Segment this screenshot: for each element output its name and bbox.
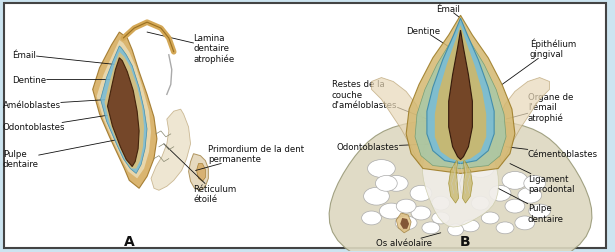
Text: Dentine: Dentine: [406, 26, 451, 49]
Ellipse shape: [432, 212, 450, 224]
Ellipse shape: [496, 222, 514, 234]
Ellipse shape: [362, 211, 381, 225]
Polygon shape: [495, 78, 550, 164]
Ellipse shape: [518, 187, 542, 203]
Text: Restes de la
couche
d'améloblastes: Restes de la couche d'améloblastes: [332, 80, 427, 120]
Ellipse shape: [461, 220, 479, 232]
Polygon shape: [449, 31, 472, 160]
Text: Émail: Émail: [436, 5, 461, 19]
Text: Améloblastes: Améloblastes: [2, 100, 111, 109]
FancyBboxPatch shape: [4, 4, 606, 248]
Polygon shape: [93, 33, 157, 188]
Ellipse shape: [515, 216, 534, 230]
Polygon shape: [400, 218, 409, 229]
Ellipse shape: [363, 187, 389, 205]
Text: Pulpe
dentaire: Pulpe dentaire: [498, 188, 564, 223]
Text: Pulpe
dentaire: Pulpe dentaire: [2, 139, 121, 169]
Polygon shape: [101, 47, 147, 174]
Ellipse shape: [448, 224, 464, 236]
Ellipse shape: [411, 206, 431, 220]
Ellipse shape: [529, 204, 550, 218]
Text: Réticulum
étoilé: Réticulum étoilé: [164, 144, 237, 203]
Polygon shape: [189, 154, 208, 191]
Polygon shape: [427, 19, 494, 164]
Ellipse shape: [472, 196, 489, 210]
Ellipse shape: [410, 185, 432, 201]
Polygon shape: [435, 26, 486, 162]
Text: Organe de
l'émail
atrophié: Organe de l'émail atrophié: [506, 93, 573, 123]
Ellipse shape: [384, 176, 408, 192]
Polygon shape: [371, 78, 426, 164]
Text: Épithélium
gingival: Épithélium gingival: [502, 38, 576, 85]
Text: Primordium de la dent
permanente: Primordium de la dent permanente: [196, 144, 304, 171]
Text: Lamina
dentaire
atrophiée: Lamina dentaire atrophiée: [147, 33, 235, 64]
Text: Os alvéolaire: Os alvéolaire: [376, 233, 441, 247]
Ellipse shape: [376, 176, 397, 192]
Text: B: B: [460, 234, 470, 248]
Ellipse shape: [379, 203, 403, 219]
Polygon shape: [329, 120, 592, 252]
Text: Ligament
parodontal: Ligament parodontal: [510, 164, 574, 193]
Ellipse shape: [396, 199, 416, 213]
Text: A: A: [124, 234, 135, 248]
Ellipse shape: [368, 160, 395, 178]
Polygon shape: [449, 159, 459, 203]
Text: Cémentoblastes: Cémentoblastes: [506, 147, 598, 159]
Text: Émail: Émail: [12, 51, 117, 66]
Polygon shape: [197, 164, 205, 182]
Ellipse shape: [482, 212, 499, 224]
Polygon shape: [108, 58, 139, 167]
Polygon shape: [423, 126, 499, 227]
Polygon shape: [105, 53, 144, 169]
Polygon shape: [396, 213, 411, 233]
Polygon shape: [151, 110, 191, 191]
Polygon shape: [462, 159, 472, 203]
Ellipse shape: [466, 160, 494, 178]
Text: Odontoblastes: Odontoblastes: [2, 115, 114, 132]
Ellipse shape: [422, 222, 440, 234]
Text: Dentine: Dentine: [12, 76, 119, 85]
Ellipse shape: [395, 216, 417, 230]
Polygon shape: [415, 23, 506, 169]
Polygon shape: [406, 16, 515, 174]
Text: Odontoblastes: Odontoblastes: [337, 143, 435, 152]
Ellipse shape: [524, 176, 546, 192]
Polygon shape: [97, 41, 151, 179]
Ellipse shape: [432, 196, 450, 210]
Ellipse shape: [502, 172, 528, 190]
Ellipse shape: [489, 185, 511, 201]
Ellipse shape: [505, 199, 525, 213]
